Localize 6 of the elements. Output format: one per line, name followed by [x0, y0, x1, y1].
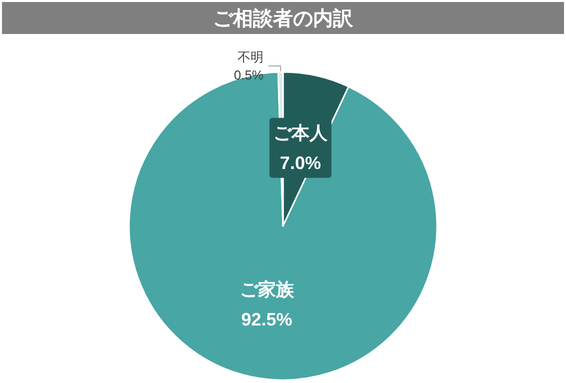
data-label: 7.0% [280, 152, 321, 173]
chart-title: ご相談者の内訳 [2, 2, 564, 34]
data-label: 92.5% [241, 309, 292, 330]
slice-label: 不明 [237, 50, 264, 65]
slice-label: ご家族 [240, 279, 295, 300]
slice-label: ご本人 [273, 122, 328, 143]
